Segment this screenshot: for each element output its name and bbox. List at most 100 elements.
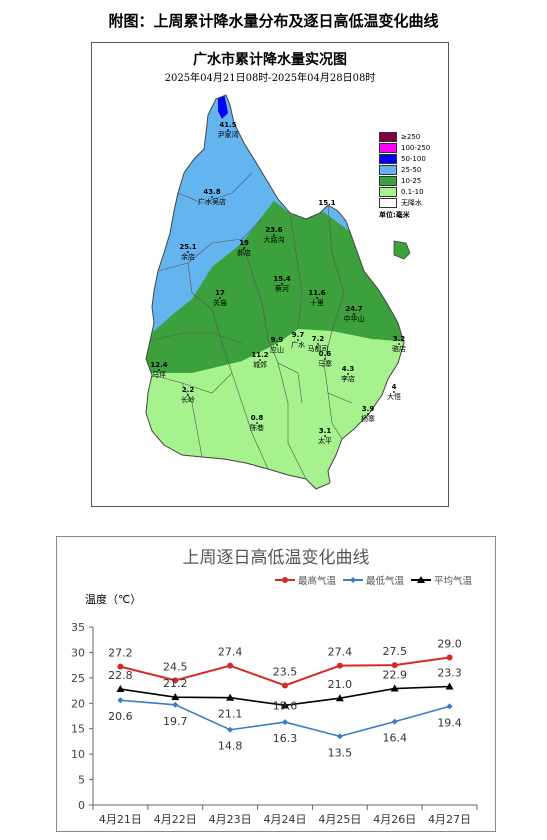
station-name: 马都司 bbox=[308, 345, 329, 353]
data-label: 21.1 bbox=[218, 708, 243, 721]
data-point-min bbox=[446, 703, 453, 710]
station-value: 11.2 bbox=[251, 351, 268, 359]
data-point-min bbox=[391, 718, 398, 725]
y-tick-label: 25 bbox=[71, 672, 85, 685]
data-label: 16.3 bbox=[273, 732, 298, 745]
legend-label: ≥250 bbox=[401, 132, 421, 141]
x-tick-label: 4月27日 bbox=[428, 813, 471, 826]
station-value: 0.6 bbox=[319, 350, 332, 358]
station-dot bbox=[324, 435, 326, 437]
station-name: 应山 bbox=[270, 345, 284, 354]
station-dot bbox=[347, 373, 349, 375]
station-value: 0.8 bbox=[251, 414, 264, 422]
station-name: 广水吴店 bbox=[198, 197, 226, 206]
legend-label: 100-250 bbox=[401, 143, 431, 152]
station-value: 17 bbox=[215, 289, 225, 297]
station-value: 2.2 bbox=[182, 386, 195, 394]
data-point-min bbox=[172, 701, 179, 708]
station-name: 马坪 bbox=[152, 371, 166, 379]
data-point-min bbox=[282, 719, 288, 726]
data-point-max bbox=[282, 682, 288, 689]
station-name: 马寨 bbox=[318, 359, 332, 368]
legend-swatch bbox=[379, 142, 397, 153]
legend-label: 无降水 bbox=[401, 198, 422, 207]
station-dot bbox=[243, 247, 245, 249]
county-outline bbox=[145, 94, 405, 490]
data-point-avg bbox=[281, 701, 289, 709]
zone-50-100 bbox=[218, 95, 228, 119]
data-point-max bbox=[227, 662, 234, 669]
station-name: 杨寨 bbox=[361, 414, 375, 423]
legend-swatch bbox=[379, 153, 397, 164]
temperature-chart-panel: 上周逐日高低温变化曲线 0 5 10 15 20 25 30 35 4月21日 4月22日 4月23… bbox=[56, 536, 496, 832]
station-dot bbox=[316, 297, 318, 299]
legend-marker bbox=[417, 576, 425, 583]
data-point-max bbox=[336, 662, 343, 669]
legend-swatch bbox=[379, 164, 397, 175]
data-point-avg bbox=[445, 682, 454, 690]
legend-item: 10-25 bbox=[379, 175, 430, 186]
station-value: 9.7 bbox=[292, 331, 305, 339]
x-tick-label: 4月21日 bbox=[99, 813, 142, 826]
data-point-min bbox=[227, 726, 234, 733]
map-subtitle: 2025年04月21日08时-2025年04月28日08时 bbox=[164, 73, 376, 84]
station-value: 19 bbox=[239, 239, 249, 247]
station-dot bbox=[281, 283, 283, 285]
data-label: 19.4 bbox=[437, 716, 462, 729]
station-dot bbox=[317, 343, 319, 345]
station-value: 3.9 bbox=[362, 405, 375, 413]
legend-item: 无降水 bbox=[379, 197, 430, 208]
data-point-max bbox=[391, 662, 398, 669]
precipitation-map-panel: 41.5 尹家湾 43.8 广水吴店 25.1 余店 19 郝店 15.1 23.6 大路沟 17 关庙… bbox=[91, 42, 449, 507]
data-point-max bbox=[117, 663, 124, 670]
station-dot bbox=[398, 343, 400, 345]
legend-swatch bbox=[379, 131, 397, 142]
station-dot bbox=[219, 297, 221, 299]
station-name: 广水 bbox=[291, 340, 305, 349]
data-label: 22.9 bbox=[382, 669, 407, 682]
x-tick-label: 4月22日 bbox=[154, 813, 197, 826]
station-dot bbox=[187, 251, 189, 253]
station-value: 4 bbox=[392, 383, 397, 391]
y-tick-label: 5 bbox=[78, 774, 85, 787]
data-label: 27.4 bbox=[218, 646, 243, 659]
station-dot bbox=[273, 234, 275, 236]
data-point-avg bbox=[171, 693, 180, 701]
station-value: 41.5 bbox=[219, 121, 236, 129]
x-tick-label: 4月26日 bbox=[373, 813, 416, 826]
legend-marker bbox=[282, 577, 288, 583]
station-dot bbox=[393, 391, 395, 393]
data-label: 19.6 bbox=[273, 699, 298, 712]
station-dot bbox=[259, 359, 261, 361]
station-value: 3.2 bbox=[393, 335, 406, 343]
data-point-max bbox=[446, 654, 453, 661]
data-point-min bbox=[336, 733, 343, 740]
station-dot bbox=[187, 394, 189, 396]
station-name: 尹家湾 bbox=[218, 130, 239, 139]
station-name: 十里 bbox=[310, 298, 324, 307]
legend-item: 25-50 bbox=[379, 164, 430, 175]
station-name: 太平 bbox=[318, 436, 332, 445]
data-label: 22.8 bbox=[108, 669, 132, 682]
station-value: 15.4 bbox=[273, 275, 290, 283]
station-value: 43.8 bbox=[203, 188, 220, 196]
exclave-area bbox=[393, 240, 411, 260]
temperature-chart: 0 5 10 15 20 25 30 35 4月21日 4月22日 4月23日 4月24日 4月25日 4… bbox=[71, 575, 478, 826]
y-axis-label: 温度（℃） bbox=[85, 592, 141, 606]
data-label: 19.7 bbox=[163, 715, 188, 728]
legend-swatch bbox=[379, 197, 397, 208]
station-name: 关庙 bbox=[213, 298, 227, 307]
data-label: 27.2 bbox=[108, 647, 132, 660]
station-value: 3.1 bbox=[319, 427, 332, 435]
station-value: 7.2 bbox=[312, 335, 325, 343]
station-value: 25.1 bbox=[179, 243, 196, 251]
station-name: 长岭 bbox=[181, 395, 195, 404]
station-dot bbox=[276, 344, 278, 346]
data-label: 27.4 bbox=[328, 646, 353, 659]
data-point-avg bbox=[390, 684, 399, 692]
data-label: 16.4 bbox=[382, 732, 407, 745]
station-value: 11.6 bbox=[308, 289, 325, 297]
station-name: 骆店 bbox=[392, 344, 406, 353]
